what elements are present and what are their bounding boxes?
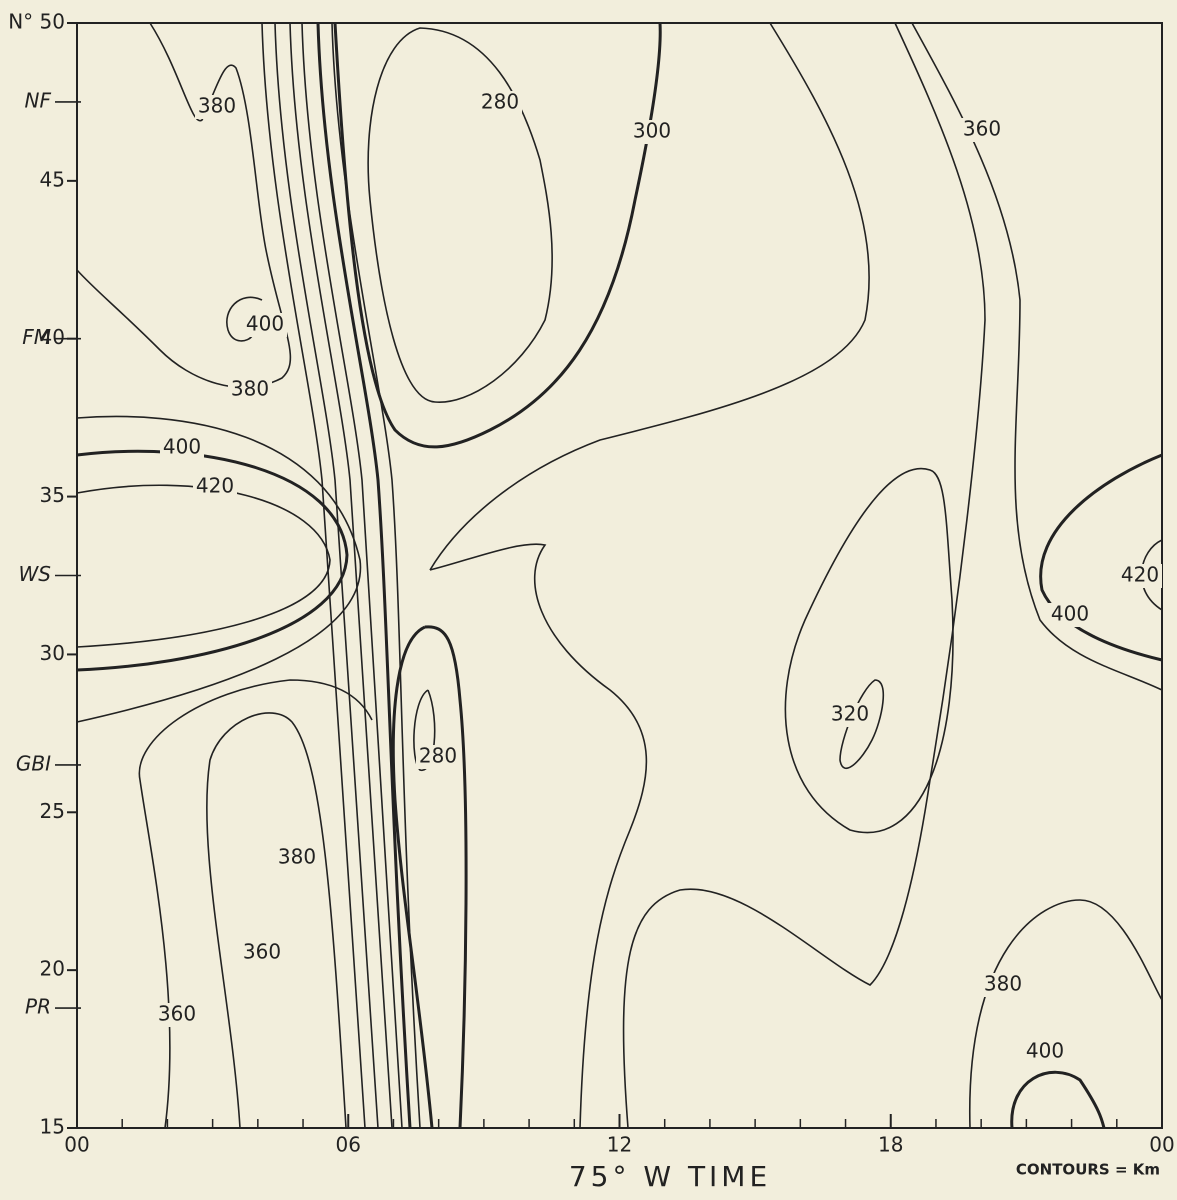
- x-tick-label: 00: [64, 1133, 89, 1157]
- contour-line: [911, 22, 1163, 691]
- contour-line: [1010, 1070, 1106, 1129]
- contour-line: [76, 484, 331, 648]
- contour-label: 360: [243, 940, 281, 964]
- x-tick-label: 06: [336, 1133, 361, 1157]
- contour-label: 360: [963, 117, 1001, 141]
- contour-label: 400: [246, 312, 284, 336]
- units-note: CONTOURS = Km: [1016, 1161, 1160, 1179]
- contour-label-bg: [193, 475, 237, 499]
- y-tick-label: 25: [40, 799, 65, 823]
- contour-label: 280: [419, 744, 457, 768]
- x-axis-label: 75° W TIME: [569, 1160, 771, 1193]
- contour-label-bg: [195, 95, 239, 119]
- contour-label: 380: [984, 972, 1022, 996]
- contour-line: [622, 22, 986, 1129]
- station-label: PR: [25, 995, 51, 1019]
- y-tick-label: 15: [40, 1115, 65, 1139]
- contour-line: [138, 679, 373, 1129]
- contour-label: 380: [198, 94, 236, 118]
- station-label: GBI: [16, 751, 51, 775]
- contour-line: [226, 296, 263, 342]
- contour-label-bg: [1118, 564, 1162, 588]
- contour-line: [429, 543, 648, 1129]
- contour-line: [76, 22, 292, 388]
- contour-label-bg: [1023, 1040, 1067, 1064]
- contour-label-bg: [630, 120, 674, 144]
- contour-label: 380: [231, 377, 269, 401]
- contour-label-bg: [1048, 603, 1092, 627]
- contour-line: [289, 22, 393, 1129]
- y-tick-label: 20: [40, 957, 65, 981]
- contour-line: [316, 22, 412, 1129]
- contour-label: 380: [278, 845, 316, 869]
- contour-label: 420: [1121, 563, 1159, 587]
- contour-line: [206, 712, 347, 1129]
- x-tick-label: 00: [1149, 1133, 1174, 1157]
- contour-line: [429, 22, 870, 571]
- contour-label-bg: [160, 436, 204, 460]
- contour-label-bg: [828, 703, 872, 727]
- contour-label: 420: [196, 474, 234, 498]
- y-tick-label: N° 50: [8, 10, 65, 34]
- contour-label-bg: [416, 745, 460, 769]
- contour-label-bg: [240, 941, 284, 965]
- contour-label-bg: [275, 846, 319, 870]
- y-tick-label: 45: [40, 167, 65, 191]
- contour-label-bg: [478, 91, 522, 115]
- contour-label: 300: [633, 119, 671, 143]
- station-label: FM: [22, 325, 51, 349]
- contour-label-bg: [155, 1003, 199, 1027]
- contour-label: 400: [163, 435, 201, 459]
- contour-line: [969, 899, 1163, 1129]
- contour-line: [1039, 453, 1163, 662]
- contour-label: 280: [481, 90, 519, 114]
- y-tick-label: 30: [40, 641, 65, 665]
- contour-line: [367, 27, 553, 403]
- x-tick-label: 12: [607, 1133, 632, 1157]
- station-label: WS: [19, 562, 52, 586]
- contour-label-bg: [960, 118, 1004, 142]
- contour-line: [784, 467, 954, 834]
- contour-label: 360: [158, 1002, 196, 1026]
- y-tick-label: 35: [40, 483, 65, 507]
- contour-label: 320: [831, 702, 869, 726]
- contour-label-bg: [981, 973, 1025, 997]
- y-tick-label: 40: [40, 325, 65, 349]
- contour-label: 400: [1051, 602, 1089, 626]
- contour-line: [391, 625, 468, 1129]
- contour-label-bg: [243, 313, 287, 337]
- x-tick-label: 18: [878, 1133, 903, 1157]
- contour-line: [333, 22, 662, 449]
- station-label: NF: [25, 88, 52, 112]
- contour-line: [76, 415, 362, 723]
- contour-line: [301, 22, 403, 1129]
- contour-label-bg: [228, 378, 272, 402]
- contour-label: 400: [1026, 1039, 1064, 1063]
- contour-line: [413, 689, 436, 771]
